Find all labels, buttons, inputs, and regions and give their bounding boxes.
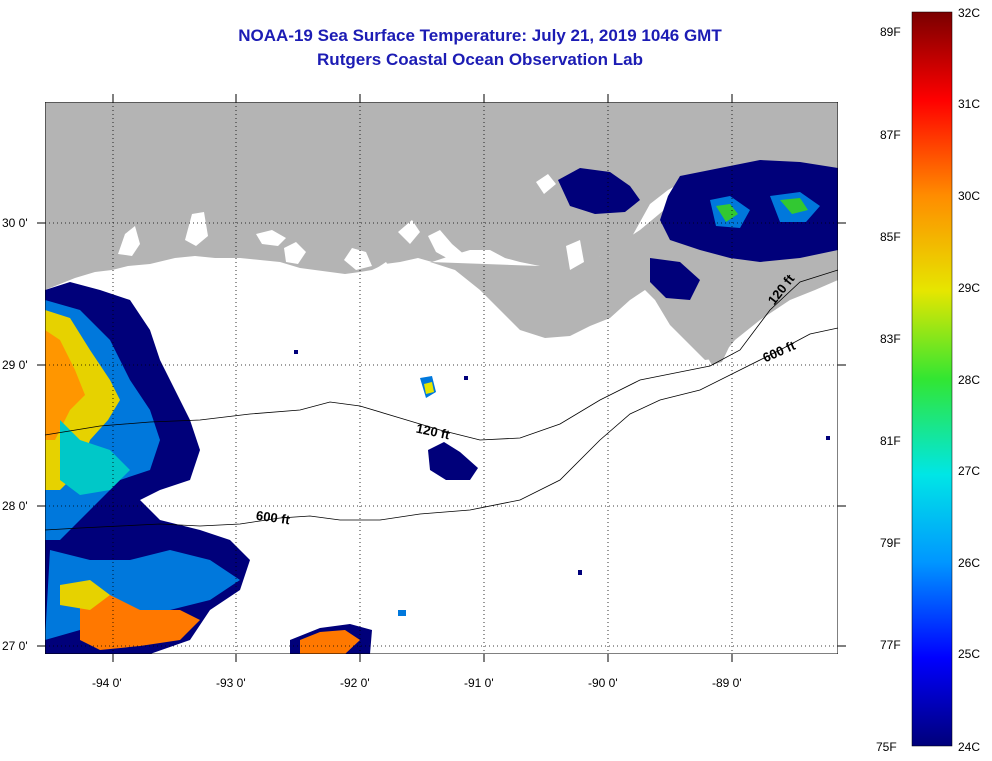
x-tick-label: -90 0' — [588, 676, 618, 690]
y-tick-label: 28 0' — [2, 499, 28, 513]
bathymetry-contours — [45, 269, 838, 531]
colorbar-c-label: 30C — [958, 189, 981, 203]
axis-ticks — [37, 94, 846, 662]
colorbar-c-label: 26C — [958, 556, 981, 570]
colorbar-c-label: 31C — [958, 97, 981, 111]
colorbar-c-label: 32C — [958, 6, 981, 20]
map-area — [45, 102, 838, 654]
map-title: NOAA-19 Sea Surface Temperature: July 21… — [238, 26, 722, 45]
colorbar — [911, 11, 953, 747]
colorbar-f-label: 77F — [880, 638, 901, 652]
x-tick-label: -92 0' — [340, 676, 370, 690]
x-tick-label: -91 0' — [464, 676, 494, 690]
delta-tip — [680, 320, 730, 365]
colorbar-c-label: 27C — [958, 464, 981, 478]
x-tick-label: -94 0' — [92, 676, 122, 690]
land-mass — [45, 102, 838, 290]
lat-lon-grid — [45, 102, 838, 654]
colorbar-f-label: 85F — [880, 230, 901, 244]
colorbar-c-label: 29C — [958, 281, 981, 295]
x-tick-label: -89 0' — [712, 676, 742, 690]
colorbar-c-label: 24C — [958, 740, 981, 754]
colorbar-f-label: 75F — [876, 740, 897, 754]
map-subtitle: Rutgers Coastal Ocean Observation Lab — [317, 50, 643, 69]
colorbar-f-label: 87F — [880, 128, 901, 142]
y-tick-label: 27 0' — [2, 639, 28, 653]
colorbar-c-label: 25C — [958, 647, 981, 661]
colorbar-f-label: 79F — [880, 536, 901, 550]
inland-lakes — [118, 174, 584, 280]
x-tick-label: -93 0' — [216, 676, 246, 690]
y-tick-label: 29 0' — [2, 358, 28, 372]
colorbar-f-label: 81F — [880, 434, 901, 448]
colorbar-c-label: 28C — [958, 373, 981, 387]
y-tick-label: 30 0' — [2, 216, 28, 230]
colorbar-f-label: 83F — [880, 332, 901, 346]
colorbar-f-label: 89F — [880, 25, 901, 39]
sst-pixels — [45, 160, 838, 654]
